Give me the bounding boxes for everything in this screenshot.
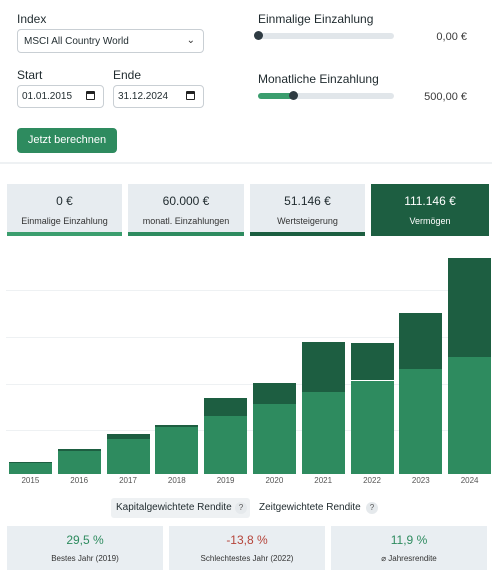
summary-card-color-bar — [7, 232, 122, 236]
end-date-value: 31.12.2024 — [118, 91, 169, 102]
stat-worst-year: -13,8 % Schlechtestes Jahr (2022) — [169, 526, 325, 570]
stat-average-return: 11,9 % ⌀ Jahresrendite — [331, 526, 487, 570]
one-time-deposit-label: Einmalige Einzahlung — [258, 12, 374, 26]
slider-fill — [258, 93, 294, 99]
calendar-icon[interactable] — [86, 91, 95, 100]
stat-value: -13,8 % — [226, 533, 268, 547]
x-tick-label: 2018 — [167, 476, 186, 485]
stat-label: ⌀ Jahresrendite — [381, 554, 437, 563]
end-date-input[interactable]: 31.12.2024 — [113, 85, 204, 108]
bar-segment-growth[interactable] — [106, 433, 150, 439]
tab-label: Zeitgewichtete Rendite — [259, 502, 361, 513]
bar-segment-deposits[interactable] — [448, 357, 492, 474]
summary-card-value: 111.146 € — [404, 194, 456, 208]
index-select[interactable]: MSCI All Country World ⌄ — [17, 29, 204, 53]
bar-segment-deposits[interactable] — [301, 392, 345, 474]
summary-card-label: Wertsteigerung — [277, 216, 338, 226]
summary-card-color-bar — [250, 232, 365, 236]
bar-segment-deposits[interactable] — [8, 462, 52, 474]
bar-segment-deposits[interactable] — [252, 403, 296, 474]
x-tick-label: 2024 — [460, 476, 479, 485]
bar-segment-deposits[interactable] — [350, 380, 394, 474]
x-tick-label: 2019 — [216, 476, 235, 485]
calculator-form: Index MSCI All Country World ⌄ Start 01.… — [0, 0, 492, 160]
x-tick-label: 2015 — [21, 476, 40, 485]
slider-thumb[interactable] — [254, 31, 263, 40]
summary-card-label: Einmalige Einzahlung — [21, 216, 108, 226]
bar-segment-growth[interactable] — [448, 257, 492, 358]
grid-line — [6, 290, 490, 291]
bar-segment-growth[interactable] — [204, 397, 248, 416]
calculate-button[interactable]: Jetzt berechnen — [17, 128, 117, 153]
help-icon[interactable]: ? — [366, 502, 378, 514]
bar-segment-growth[interactable] — [301, 341, 345, 393]
index-label: Index — [17, 12, 47, 26]
bar-segment-deposits[interactable] — [399, 368, 443, 474]
bar-segment-growth[interactable] — [399, 312, 443, 369]
stat-best-year: 29,5 % Bestes Jahr (2019) — [7, 526, 163, 570]
summary-card-label: monatl. Einzahlungen — [142, 216, 230, 226]
x-tick-label: 2020 — [265, 476, 284, 485]
wealth-chart: 2015 2016 2017 2018 2019 2020 2021 2022 2023 2024 — [0, 244, 492, 488]
index-select-value: MSCI All Country World — [24, 36, 129, 47]
x-tick-label: 2021 — [314, 476, 333, 485]
one-time-deposit-slider[interactable] — [254, 31, 394, 40]
grid-line — [6, 384, 490, 385]
end-label: Ende — [113, 68, 142, 82]
section-divider — [0, 162, 492, 164]
summary-card-growth[interactable]: 51.146 € Wertsteigerung — [250, 184, 365, 236]
summary-card-value: 51.146 € — [284, 194, 331, 208]
bar-segment-deposits[interactable] — [57, 450, 101, 474]
one-time-deposit-value: 0,00 € — [436, 31, 467, 43]
start-label: Start — [17, 68, 43, 82]
stat-label: Schlechtestes Jahr (2022) — [200, 554, 294, 563]
summary-card-monthly[interactable]: 60.000 € monatl. Einzahlungen — [128, 184, 244, 236]
stat-value: 29,5 % — [66, 533, 104, 547]
tab-time-weighted[interactable]: Zeitgewichtete Rendite ? — [254, 498, 381, 518]
summary-card-label: Vermögen — [409, 216, 451, 226]
bar-segment-deposits[interactable] — [155, 427, 199, 474]
bar-segment-deposits[interactable] — [106, 438, 150, 474]
summary-card-value: 60.000 € — [162, 194, 210, 208]
grid-line — [6, 430, 490, 431]
grid-line — [6, 337, 490, 338]
start-date-input[interactable]: 01.01.2015 — [17, 85, 104, 108]
bar-segment-growth[interactable] — [57, 449, 101, 451]
monthly-deposit-value: 500,00 € — [424, 91, 467, 103]
bar-segment-growth[interactable] — [8, 462, 52, 463]
tab-capital-weighted[interactable]: Kapitalgewichtete Rendite ? — [111, 498, 250, 518]
summary-card-value: 0 € — [56, 194, 73, 208]
summary-card-one-time[interactable]: 0 € Einmalige Einzahlung — [7, 184, 122, 236]
monthly-deposit-label: Monatliche Einzahlung — [258, 72, 379, 86]
slider-thumb[interactable] — [289, 91, 299, 100]
bar-segment-growth[interactable] — [155, 424, 199, 428]
stat-label: Bestes Jahr (2019) — [51, 554, 119, 563]
chevron-down-icon: ⌄ — [186, 35, 195, 46]
tab-label: Kapitalgewichtete Rendite — [116, 502, 232, 513]
x-tick-label: 2022 — [363, 476, 381, 485]
bar-segment-growth[interactable] — [350, 343, 394, 381]
start-date-value: 01.01.2015 — [22, 91, 73, 102]
help-icon[interactable]: ? — [235, 502, 247, 514]
monthly-deposit-slider[interactable] — [258, 91, 394, 100]
bar-segment-growth[interactable] — [252, 383, 296, 404]
x-tick-label: 2023 — [411, 476, 430, 485]
summary-card-total[interactable]: 111.146 € Vermögen — [371, 184, 489, 236]
stat-value: 11,9 % — [390, 533, 428, 547]
bar-segment-deposits[interactable] — [204, 415, 248, 474]
summary-card-color-bar — [128, 232, 244, 236]
x-tick-label: 2017 — [119, 476, 137, 485]
x-tick-label: 2016 — [70, 476, 89, 485]
calendar-icon[interactable] — [186, 91, 195, 100]
